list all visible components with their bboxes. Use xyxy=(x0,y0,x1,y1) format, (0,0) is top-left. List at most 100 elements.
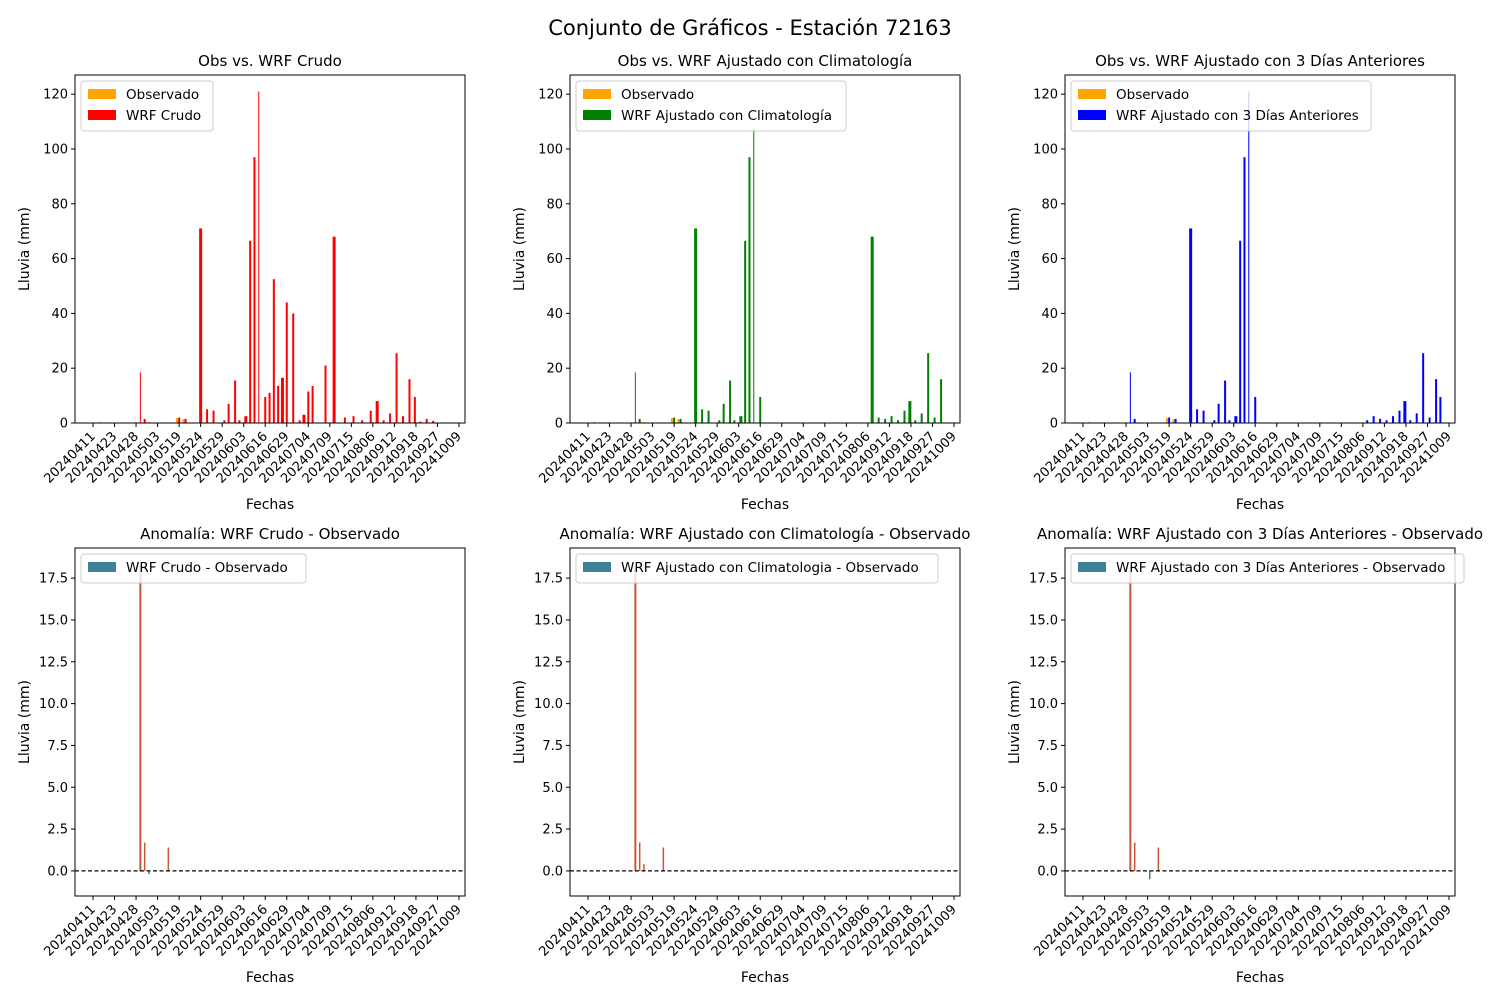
subplot-5: Anomalía: WRF Ajustado con Climatología … xyxy=(512,525,970,986)
y-tick-label: 120 xyxy=(1033,88,1058,103)
bar-wrf xyxy=(402,416,405,423)
bar-wrf xyxy=(1403,401,1407,423)
bar-wrf xyxy=(701,409,704,423)
bar-wrf xyxy=(413,396,416,423)
y-tick-label: 10.0 xyxy=(534,697,563,712)
y-tick-label: 10.0 xyxy=(1029,697,1058,712)
y-tick-label: 0.0 xyxy=(47,864,68,879)
bar-wrf xyxy=(395,353,398,423)
anomaly-bar xyxy=(167,847,170,871)
y-tick-label: 100 xyxy=(43,142,68,157)
axes-frame xyxy=(74,547,466,897)
y-tick-label: 60 xyxy=(546,252,563,267)
bar-wrf xyxy=(307,391,310,423)
bar-wrf xyxy=(277,386,280,423)
y-axis-label: Lluvia (mm) xyxy=(17,207,33,291)
subplot-title: Anomalía: WRF Ajustado con Climatología … xyxy=(560,525,971,543)
axes-frame xyxy=(1064,74,1456,424)
y-tick-label: 15.0 xyxy=(39,613,68,628)
bar-wrf xyxy=(1224,380,1227,423)
bar-wrf xyxy=(178,417,181,423)
bar-wrf xyxy=(280,377,284,423)
bar-wrf xyxy=(897,420,900,423)
legend-swatch xyxy=(1078,562,1106,572)
y-tick-label: 2.5 xyxy=(542,823,563,838)
legend-label: WRF Ajustado con Climatología xyxy=(621,108,832,124)
anomaly-bar xyxy=(1148,870,1151,880)
legend-swatch xyxy=(88,89,116,99)
bar-wrf xyxy=(311,386,314,423)
bar-observed xyxy=(670,418,673,423)
y-axis-label: Lluvia (mm) xyxy=(512,680,528,764)
y-tick-label: 20 xyxy=(51,362,68,377)
bar-wrf xyxy=(1422,353,1425,423)
bar-wrf xyxy=(227,403,230,423)
y-tick-label: 20 xyxy=(1041,362,1058,377)
legend: Observado WRF Crudo xyxy=(80,80,214,132)
y-tick-label: 5.0 xyxy=(542,781,563,796)
legend-label: Observado xyxy=(1116,87,1189,103)
bar-wrf xyxy=(238,420,241,423)
bar-observed xyxy=(1172,419,1175,423)
bar-observed xyxy=(1165,418,1168,423)
y-tick-label: 120 xyxy=(43,88,68,103)
y-tick-label: 100 xyxy=(538,142,563,157)
bar-wrf xyxy=(1196,409,1199,423)
bar-wrf xyxy=(1189,228,1193,423)
bar-wrf xyxy=(375,401,379,423)
bar-wrf xyxy=(268,392,271,423)
y-tick-label: 80 xyxy=(51,197,68,212)
bar-wrf xyxy=(1239,240,1242,423)
bar-wrf xyxy=(744,240,747,423)
bar-wrf xyxy=(1366,420,1369,423)
bar-wrf xyxy=(272,279,275,423)
anomaly-bar xyxy=(143,842,146,871)
y-tick-label: 40 xyxy=(51,307,68,322)
x-axis-label: Fechas xyxy=(1236,497,1284,513)
bar-observed xyxy=(182,419,185,423)
bar-wrf xyxy=(1379,418,1382,423)
y-tick-label: 7.5 xyxy=(542,739,563,754)
y-tick-label: 12.5 xyxy=(39,655,68,670)
y-tick-label: 7.5 xyxy=(47,739,68,754)
figure-title: Conjunto de Gráficos - Estación 72163 xyxy=(548,16,952,40)
y-tick-label: 60 xyxy=(1041,252,1058,267)
y-axis-label: Lluvia (mm) xyxy=(1007,207,1023,291)
y-tick-label: 0 xyxy=(60,417,68,432)
bar-wrf xyxy=(298,420,301,423)
axes-frame xyxy=(1064,547,1456,897)
bar-observed xyxy=(677,419,680,423)
anomaly-bar xyxy=(662,847,665,871)
y-tick-label: 5.0 xyxy=(47,781,68,796)
bar-wrf xyxy=(369,410,372,423)
x-axis-label: Fechas xyxy=(246,497,294,513)
y-tick-label: 120 xyxy=(538,88,563,103)
bar-wrf xyxy=(382,420,385,423)
x-axis-label: Fechas xyxy=(741,497,789,513)
bar-wrf xyxy=(1168,417,1171,423)
y-tick-label: 17.5 xyxy=(39,572,68,587)
bar-wrf xyxy=(914,420,917,423)
bar-wrf xyxy=(1217,403,1220,423)
legend-swatch xyxy=(1078,89,1106,99)
y-tick-label: 15.0 xyxy=(534,613,563,628)
bar-wrf xyxy=(1398,410,1401,423)
bar-wrf xyxy=(292,313,295,423)
anomaly-bar xyxy=(1133,842,1136,871)
y-tick-label: 10.0 xyxy=(39,697,68,712)
bar-wrf xyxy=(638,418,641,423)
bar-wrf xyxy=(253,157,256,424)
bar-wrf xyxy=(223,420,226,423)
bar-wrf xyxy=(389,413,392,423)
bar-wrf xyxy=(249,240,252,423)
bar-wrf xyxy=(1133,418,1136,423)
x-axis-label: Fechas xyxy=(1236,970,1284,986)
bar-wrf xyxy=(1409,420,1412,423)
y-tick-label: 80 xyxy=(546,197,563,212)
bar-wrf xyxy=(733,420,736,423)
bar-wrf xyxy=(1254,396,1257,423)
y-tick-label: 5.0 xyxy=(1037,781,1058,796)
bar-wrf xyxy=(920,413,923,423)
bar-wrf xyxy=(1428,417,1431,423)
bar-wrf xyxy=(184,418,187,423)
